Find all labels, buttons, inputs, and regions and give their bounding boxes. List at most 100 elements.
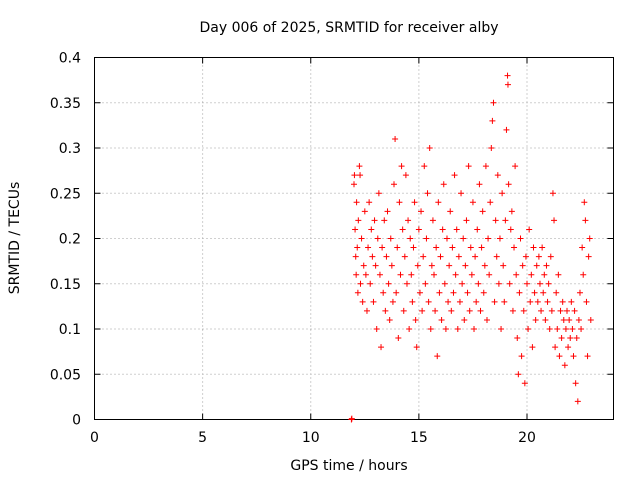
data-point (485, 235, 492, 242)
data-point (441, 280, 448, 287)
data-point (587, 316, 594, 323)
data-point (565, 344, 572, 351)
data-point (506, 280, 513, 287)
data-point (571, 307, 578, 314)
data-point (455, 253, 462, 260)
data-point (432, 307, 439, 314)
data-point (448, 307, 455, 314)
data-point (361, 208, 368, 215)
data-point (405, 217, 412, 224)
data-point (487, 199, 494, 206)
data-point (570, 353, 577, 360)
data-point (454, 326, 461, 332)
y-tick-label: 0.2 (59, 232, 81, 248)
data-point (560, 316, 567, 323)
data-point (358, 235, 365, 242)
data-point (463, 217, 470, 224)
data-point (529, 344, 536, 351)
data-point (424, 190, 431, 197)
data-point (521, 380, 528, 387)
data-point (541, 271, 548, 278)
data-point (396, 199, 403, 206)
data-point (442, 326, 449, 332)
data-point (461, 316, 468, 323)
data-point (357, 172, 364, 179)
data-point (436, 289, 443, 296)
data-point (360, 262, 367, 269)
data-point (447, 208, 454, 215)
data-point (501, 298, 508, 305)
data-point (475, 280, 482, 287)
data-point (494, 172, 501, 179)
data-point (395, 335, 402, 342)
data-point (438, 316, 445, 323)
data-point (585, 253, 592, 260)
x-axis-title: GPS time / hours (290, 458, 407, 474)
data-point (383, 253, 390, 260)
data-point (578, 326, 585, 332)
data-point (369, 253, 376, 260)
x-tick-label: 10 (302, 430, 320, 446)
data-point (449, 244, 456, 251)
data-point (556, 353, 563, 360)
data-point (412, 316, 419, 323)
data-point (553, 289, 560, 296)
data-point (569, 326, 576, 332)
data-point (421, 163, 428, 170)
data-point (422, 280, 429, 287)
data-point (499, 190, 506, 197)
data-point (545, 280, 552, 287)
y-tick-label: 0.1 (59, 322, 81, 338)
data-point (386, 316, 393, 323)
data-point (512, 163, 519, 170)
y-tick-label: 0.05 (50, 367, 81, 383)
data-point (554, 326, 561, 332)
data-point (435, 199, 442, 206)
data-point (574, 398, 581, 405)
data-point (351, 181, 357, 188)
data-point (439, 226, 446, 233)
axis-ticks (94, 57, 614, 420)
data-point (423, 235, 430, 242)
data-point (408, 271, 415, 278)
data-point (582, 217, 589, 224)
data-point (354, 289, 361, 296)
data-point (572, 380, 579, 387)
data-point (410, 244, 417, 251)
data-point (493, 253, 500, 260)
data-point (409, 298, 416, 305)
data-point (559, 298, 566, 305)
data-point (353, 199, 360, 206)
data-point (557, 307, 564, 314)
data-point (389, 298, 396, 305)
data-point (357, 280, 364, 287)
data-point (479, 208, 486, 215)
data-point (452, 271, 459, 278)
data-point (367, 280, 374, 287)
data-point (500, 262, 507, 269)
data-point (517, 235, 524, 242)
data-point (476, 181, 483, 188)
data-point (378, 344, 385, 351)
data-point (491, 298, 498, 305)
data-point (495, 280, 502, 287)
data-point (536, 280, 543, 287)
data-point (355, 217, 362, 224)
data-point (575, 316, 582, 323)
data-point (381, 217, 388, 224)
plot-frame (94, 57, 614, 420)
data-point (434, 353, 441, 360)
data-points (348, 72, 594, 423)
data-point (352, 226, 359, 233)
data-point (530, 244, 537, 251)
data-point (580, 271, 587, 278)
data-point (552, 344, 559, 351)
data-point (549, 190, 556, 197)
data-point (373, 326, 380, 332)
data-point (524, 280, 530, 287)
data-point (583, 298, 590, 305)
data-point (489, 117, 496, 124)
data-point (586, 235, 593, 242)
data-point (416, 289, 423, 296)
